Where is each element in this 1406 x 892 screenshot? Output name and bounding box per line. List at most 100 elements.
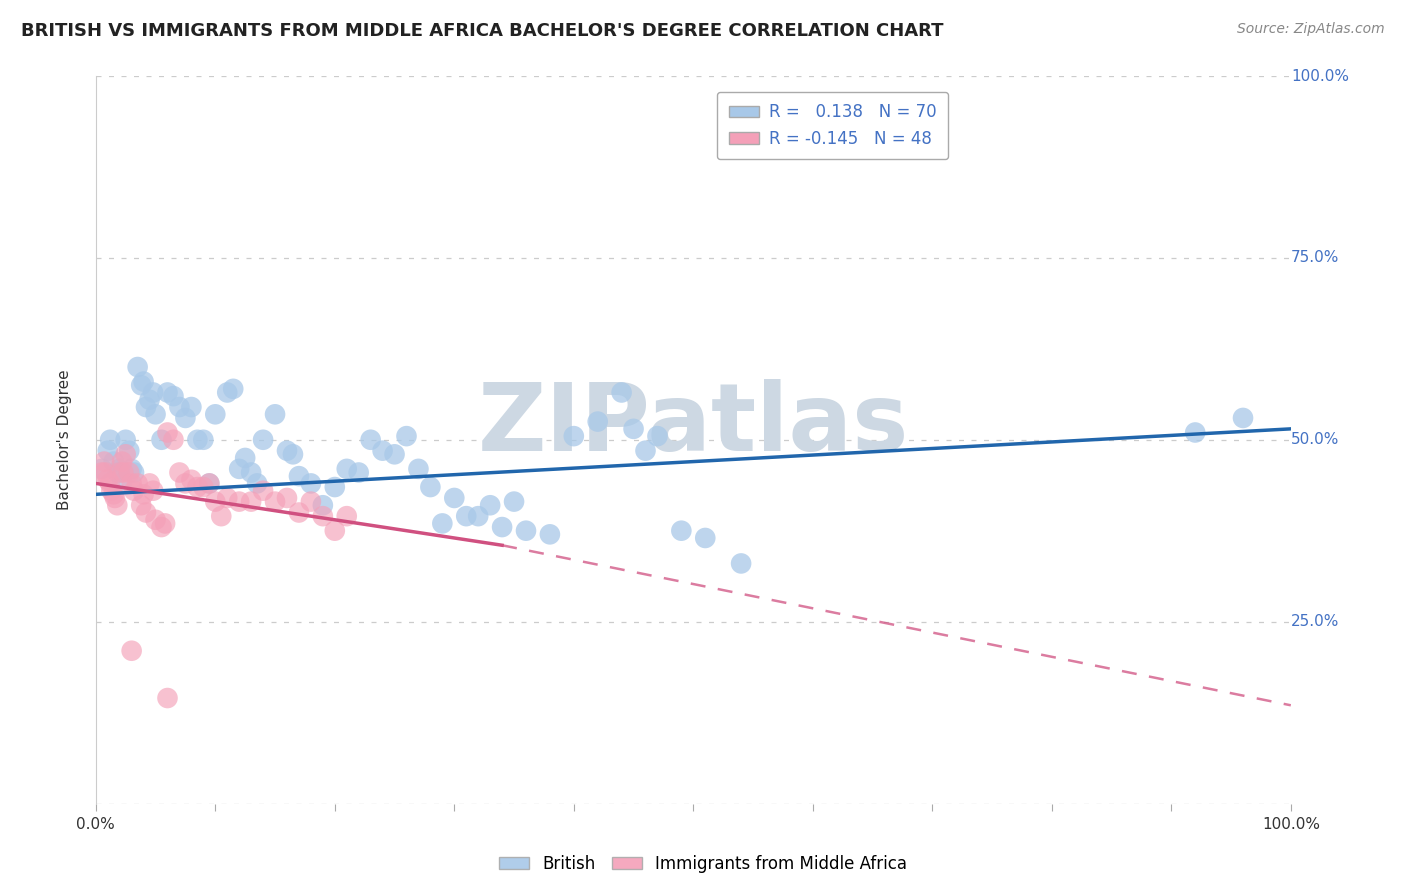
Text: 75.0%: 75.0% [1291,251,1339,266]
Point [186,480,208,494]
Point [111,476,134,491]
Text: BRITISH VS IMMIGRANTS FROM MIDDLE AFRICA BACHELOR'S DEGREE CORRELATION CHART: BRITISH VS IMMIGRANTS FROM MIDDLE AFRICA… [21,22,943,40]
Point [97,443,120,458]
Point [111,454,134,468]
Point [288,469,311,483]
Point [162,433,184,447]
Point [186,433,208,447]
Point [264,407,287,421]
Point [209,509,232,524]
Point [138,392,160,407]
Point [240,466,263,480]
Point [336,509,359,524]
Point [180,400,202,414]
Point [288,506,311,520]
Point [312,509,335,524]
Point [121,644,143,658]
Point [90,462,112,476]
Point [142,385,165,400]
Point [94,466,117,480]
Point [156,425,179,440]
Point [276,443,298,458]
Point [105,466,128,480]
Point [142,483,165,498]
Point [730,557,752,571]
Point [103,487,125,501]
Point [114,433,136,447]
Point [132,487,155,501]
Point [252,483,274,498]
Point [634,443,657,458]
Point [90,466,112,480]
Point [112,466,135,480]
Point [98,476,121,491]
Point [100,483,122,498]
Point [156,691,179,706]
Point [169,400,191,414]
Point [93,454,115,468]
Point [384,447,406,461]
Point [562,429,585,443]
Point [180,473,202,487]
Point [150,520,173,534]
Point [299,476,322,491]
Point [108,462,131,476]
Point [1184,425,1206,440]
Point [121,476,143,491]
Legend: R =   0.138   N = 70, R = -0.145   N = 48: R = 0.138 N = 70, R = -0.145 N = 48 [717,92,948,160]
Y-axis label: Bachelor's Degree: Bachelor's Degree [58,369,72,510]
Point [129,378,152,392]
Point [114,447,136,461]
Point [419,480,441,494]
Text: 100.0%: 100.0% [1291,69,1348,84]
Point [169,466,191,480]
Point [240,494,263,508]
Point [443,491,465,505]
Point [336,462,359,476]
Point [408,462,430,476]
Point [174,411,197,425]
Text: ZIPatlas: ZIPatlas [478,379,910,471]
Point [153,516,176,531]
Point [204,407,226,421]
Point [264,494,287,508]
Point [217,491,239,505]
Point [145,513,167,527]
Point [395,429,418,443]
Point [538,527,561,541]
Point [135,506,157,520]
Text: 25.0%: 25.0% [1291,614,1339,629]
Point [162,389,184,403]
Point [503,494,526,508]
Point [491,520,513,534]
Point [118,466,141,480]
Point [323,480,346,494]
Point [695,531,717,545]
Point [222,382,245,396]
Point [193,433,215,447]
Point [371,443,394,458]
Point [103,454,125,468]
Point [122,483,145,498]
Point [156,385,179,400]
Point [127,359,149,374]
Point [347,466,370,480]
Point [198,476,221,491]
Point [129,498,152,512]
Point [586,415,609,429]
Point [174,476,197,491]
Text: 50.0%: 50.0% [1291,433,1339,447]
Point [456,509,478,524]
Point [108,466,131,480]
Point [193,480,215,494]
Point [135,400,157,414]
Point [671,524,693,538]
Point [118,443,141,458]
Point [127,476,149,491]
Point [104,491,127,505]
Point [281,447,304,461]
Point [217,385,239,400]
Point [97,473,120,487]
Point [1232,411,1254,425]
Point [252,433,274,447]
